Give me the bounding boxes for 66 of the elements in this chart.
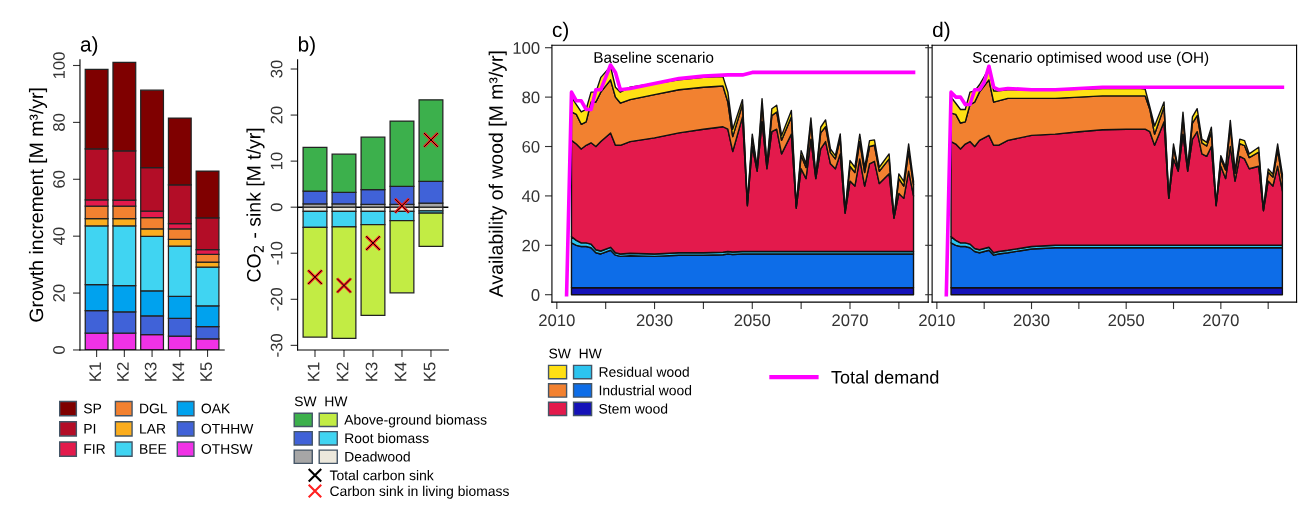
legend-label: Industrial wood	[599, 385, 692, 396]
legend-label: LAR	[140, 423, 166, 434]
legend-label: Total carbon sink	[329, 470, 434, 481]
legend-label: OTHHW	[201, 423, 254, 434]
chart-title: a)	[80, 36, 98, 56]
legend-label: DGL	[140, 403, 168, 414]
y-tick-label: 20	[270, 106, 283, 124]
x-tick-label: 2030	[636, 314, 673, 327]
y-tick-label: 40	[521, 190, 540, 203]
x-tick-label: K2	[117, 362, 129, 381]
legend-label: Deadwood	[345, 451, 410, 462]
x-tick-label: 2030	[1013, 314, 1050, 327]
x-tick-label: K3	[144, 362, 157, 381]
y-tick-label: 60	[522, 140, 540, 153]
chart-title: c)	[552, 21, 568, 42]
y-tick-label: 20	[53, 284, 65, 302]
legend-label: OTHSW	[201, 444, 253, 454]
y-tick-label: 100	[513, 42, 540, 54]
x-tick-label: 2070	[832, 314, 868, 327]
chart-title: d)	[933, 21, 950, 42]
legend-label: Carbon sink in living biomass	[330, 485, 509, 499]
y-tick-label: 60	[53, 170, 65, 188]
x-tick-label: 2070	[1203, 314, 1239, 327]
x-tick-label: K5	[200, 362, 213, 381]
x-tick-label: K2	[336, 362, 349, 381]
legend-label: FIR	[84, 444, 106, 454]
y-axis-title: Availability of wood [M m³/yr]	[488, 51, 507, 298]
y-tick-label: 0	[531, 289, 540, 301]
y-tick-label: 100	[53, 52, 65, 79]
y-tick-label: 0	[53, 345, 65, 354]
legend-label: PI	[84, 423, 96, 434]
x-tick-label: K4	[172, 362, 185, 381]
x-tick-label: K3	[365, 362, 378, 381]
x-tick-label: 2050	[734, 314, 771, 327]
y-tick-label: 30	[270, 60, 283, 78]
y-tick-label: 20	[522, 239, 540, 252]
legend-label: Stem wood	[599, 403, 668, 414]
x-tick-label: 2010	[919, 314, 955, 327]
y-tick-label: 80	[53, 113, 65, 131]
y-tick-label: 10	[270, 152, 283, 170]
chart-subtitle: Scenario optimised wood use (OH)	[972, 51, 1209, 66]
legend-label: Root biomass	[345, 432, 429, 444]
x-tick-label: 2050	[1108, 314, 1145, 327]
y-tick-label: -30	[270, 333, 283, 357]
y-tick-label: -10	[270, 241, 283, 265]
x-tick-label: 2010	[539, 314, 575, 327]
x-tick-label: K4	[394, 362, 407, 381]
y-tick-label: 0	[270, 203, 283, 212]
x-tick-label: K1	[307, 362, 320, 381]
x-tick-label: K5	[423, 362, 436, 381]
legend-label: Total demand	[831, 370, 939, 384]
y-axis-title: Growth increment [M m³/yr]	[28, 88, 48, 322]
legend-label: Residual wood	[599, 366, 689, 377]
chart-title: b)	[298, 36, 315, 56]
legend-title: SW HW	[549, 348, 602, 359]
y-axis-title: CO$_{2}$ - sink [M t/yr]	[246, 128, 265, 282]
x-tick-label: K1	[89, 362, 101, 381]
legend-label: OAK	[201, 403, 231, 414]
chart-subtitle: Baseline scenario	[594, 51, 714, 63]
y-tick-label: -20	[270, 287, 283, 311]
legend-label: Above-ground biomass	[344, 414, 487, 428]
legend-label: BEE	[140, 444, 167, 454]
y-tick-label: 80	[522, 91, 540, 104]
legend-label: SP	[83, 403, 102, 414]
y-tick-label: 40	[53, 227, 65, 246]
legend-title: SW HW	[294, 396, 348, 407]
